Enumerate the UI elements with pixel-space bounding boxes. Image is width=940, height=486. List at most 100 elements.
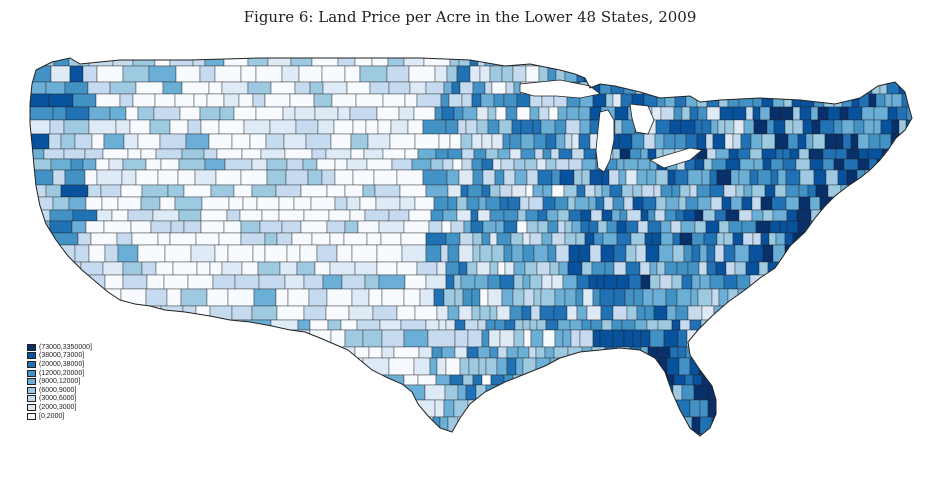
county-cell (200, 220, 225, 234)
county-cell (336, 433, 356, 436)
county-cell (697, 106, 708, 121)
county-cell (152, 209, 180, 222)
county-cell (137, 244, 166, 263)
county-cell (679, 184, 691, 198)
county-cell (616, 220, 627, 234)
county-cell (298, 65, 323, 83)
county-cell (914, 417, 925, 434)
county-cell (403, 374, 419, 386)
county-cell (68, 196, 87, 211)
county-cell (377, 119, 392, 135)
county-cell (157, 169, 179, 186)
county-cell (750, 399, 765, 418)
county-cell (322, 81, 348, 95)
map-legend: (73000,3350000] (38000,73000] (20000,38000… (27, 343, 92, 420)
county-cell (822, 232, 831, 246)
county-cell (541, 232, 553, 246)
county-cell (814, 319, 825, 331)
county-cell (491, 244, 505, 263)
county-cell (375, 196, 401, 211)
county-cell (563, 184, 578, 198)
county-cell (816, 346, 825, 359)
county-cell (472, 232, 483, 246)
county-cell (499, 384, 511, 401)
county-cell (652, 288, 667, 307)
legend-item: (6000,9000] (27, 386, 92, 395)
county-cell (659, 274, 673, 290)
county-cell (855, 184, 870, 198)
county-cell (378, 274, 406, 290)
county-cell (368, 288, 383, 307)
county-cell (813, 81, 824, 95)
county-cell (351, 288, 370, 307)
county-cell (520, 119, 534, 135)
county-cell (227, 244, 254, 263)
county-cell (115, 119, 131, 135)
county-cell (859, 319, 868, 331)
county-cell (817, 357, 827, 376)
county-cell (621, 184, 634, 198)
county-cell (761, 148, 777, 160)
county-cell (528, 399, 537, 418)
county-cell (240, 232, 266, 246)
county-cell (154, 93, 176, 108)
county-cell (882, 184, 898, 198)
county-cell (485, 357, 498, 376)
county-cell (578, 244, 591, 263)
county-cell (749, 329, 761, 348)
county-cell (721, 384, 732, 401)
county-cell (443, 288, 456, 307)
county-cell (820, 384, 829, 401)
county-cell (863, 119, 875, 135)
county-cell (208, 133, 233, 150)
county-cell (801, 357, 811, 376)
county-cell (768, 329, 779, 348)
county-cell (625, 244, 637, 263)
county-cell (423, 58, 451, 67)
county-cell (835, 209, 846, 222)
county-cell (306, 384, 324, 401)
county-cell (656, 346, 671, 359)
county-cell (573, 433, 585, 436)
county-cell (700, 433, 713, 436)
county-cell (513, 158, 526, 171)
county-cell (225, 329, 243, 348)
county-cell (552, 374, 563, 386)
county-cell (653, 81, 666, 95)
county-cell (624, 65, 639, 83)
county-cell (386, 65, 410, 83)
county-cell (112, 319, 131, 331)
legend-swatch (27, 343, 36, 351)
county-cell (643, 374, 657, 386)
county-cell (525, 209, 539, 222)
county-cell (303, 209, 330, 222)
county-cell (554, 119, 567, 135)
county-cell (696, 133, 707, 150)
county-cell (785, 184, 800, 198)
county-cell (111, 209, 129, 222)
county-cell (763, 399, 778, 418)
county-cell (125, 106, 139, 121)
county-cell (728, 81, 741, 95)
county-cell (693, 384, 709, 401)
county-cell (173, 384, 188, 401)
county-cell (804, 374, 818, 386)
county-cell (251, 305, 278, 321)
county-cell (516, 106, 531, 121)
county-cell (516, 220, 528, 234)
county-cell (122, 274, 148, 290)
county-cell (819, 274, 835, 290)
county-cell (727, 93, 740, 108)
county-cell (866, 319, 882, 331)
county-cell (827, 184, 842, 198)
county-cell (309, 319, 329, 331)
county-cell (212, 384, 236, 401)
county-cell (719, 357, 729, 376)
county-cell (732, 133, 742, 150)
county-cell (756, 319, 766, 331)
county-cell (597, 220, 608, 234)
county-cell (187, 274, 214, 290)
county-cell (612, 329, 625, 348)
county-cell (630, 232, 646, 246)
county-cell (731, 374, 744, 386)
